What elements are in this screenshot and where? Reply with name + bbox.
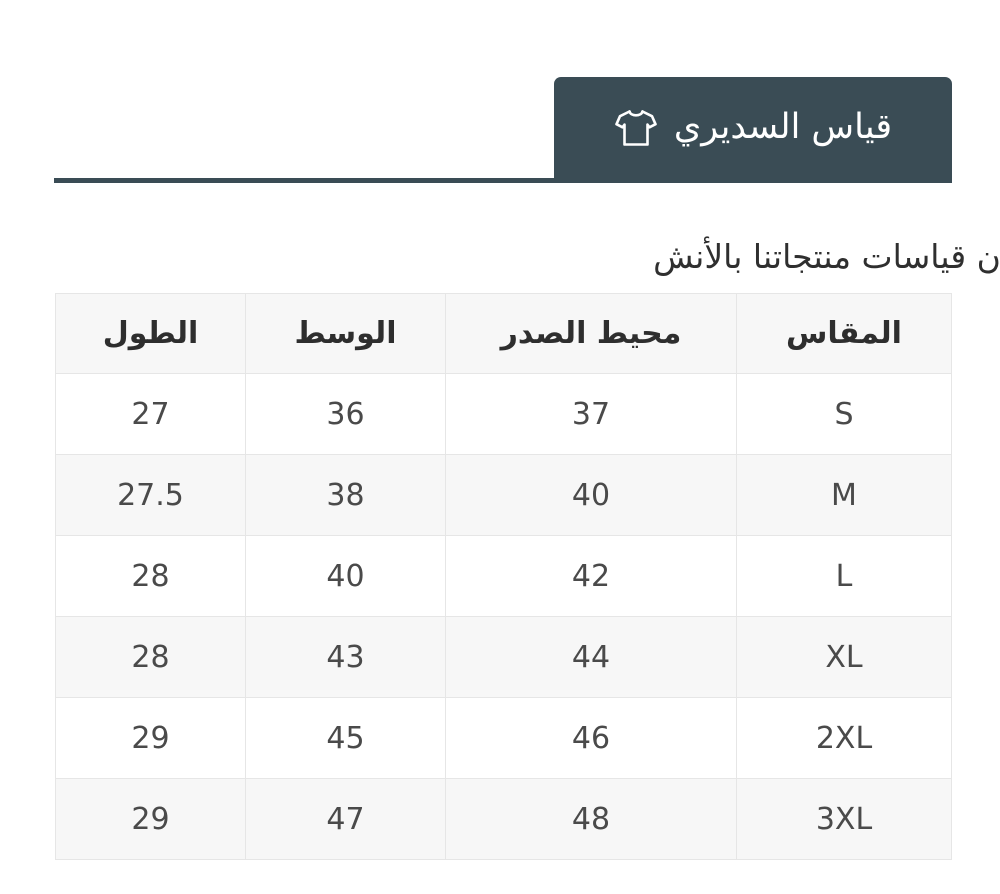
measurement-units-note: إن قياسات منتجاتنا بالأنش — [0, 236, 1000, 277]
column-header-waist: الوسط — [242, 294, 442, 374]
table-row: 2XL 46 45 29 — [52, 698, 948, 779]
cell-waist: 40 — [242, 536, 442, 617]
cell-waist: 36 — [242, 374, 442, 455]
table-row: XL 44 43 28 — [52, 617, 948, 698]
cell-chest: 40 — [442, 455, 733, 536]
cell-length: 29 — [52, 779, 242, 860]
size-table-wrapper: المقاس محيط الصدر الوسط الطول S 37 36 27… — [52, 293, 948, 860]
cell-waist: 45 — [242, 698, 442, 779]
cell-size: M — [733, 455, 948, 536]
cell-size: XL — [733, 617, 948, 698]
cell-chest: 48 — [442, 779, 733, 860]
cell-size: L — [733, 536, 948, 617]
cell-size: 3XL — [733, 779, 948, 860]
cell-length: 27.5 — [52, 455, 242, 536]
tab-size-chart[interactable]: قياس السديري — [550, 77, 948, 178]
cell-waist: 43 — [242, 617, 442, 698]
cell-length: 28 — [52, 536, 242, 617]
size-table-body: S 37 36 27 M 40 38 27.5 L 42 40 28 — [52, 374, 948, 860]
cell-chest: 44 — [442, 617, 733, 698]
table-row: M 40 38 27.5 — [52, 455, 948, 536]
tab-size-chart-label: قياس السديري — [670, 108, 888, 147]
tab-underline — [50, 178, 948, 183]
cell-length: 28 — [52, 617, 242, 698]
cell-size: S — [733, 374, 948, 455]
table-row: L 42 40 28 — [52, 536, 948, 617]
cell-length: 29 — [52, 698, 242, 779]
tab-bar: قياس السديري — [0, 0, 1000, 183]
column-header-length: الطول — [52, 294, 242, 374]
cell-chest: 42 — [442, 536, 733, 617]
column-header-size: المقاس — [733, 294, 948, 374]
column-header-chest: محيط الصدر — [442, 294, 733, 374]
size-chart-page: قياس السديري إن قياسات منتجاتنا بالأنش ا… — [0, 0, 1000, 894]
cell-waist: 47 — [242, 779, 442, 860]
table-row: 3XL 48 47 29 — [52, 779, 948, 860]
table-header-row: المقاس محيط الصدر الوسط الطول — [52, 294, 948, 374]
tshirt-icon — [610, 108, 654, 148]
cell-chest: 46 — [442, 698, 733, 779]
size-table-head: المقاس محيط الصدر الوسط الطول — [52, 294, 948, 374]
cell-length: 27 — [52, 374, 242, 455]
table-row: S 37 36 27 — [52, 374, 948, 455]
cell-chest: 37 — [442, 374, 733, 455]
size-table: المقاس محيط الصدر الوسط الطول S 37 36 27… — [51, 293, 948, 860]
cell-waist: 38 — [242, 455, 442, 536]
cell-size: 2XL — [733, 698, 948, 779]
